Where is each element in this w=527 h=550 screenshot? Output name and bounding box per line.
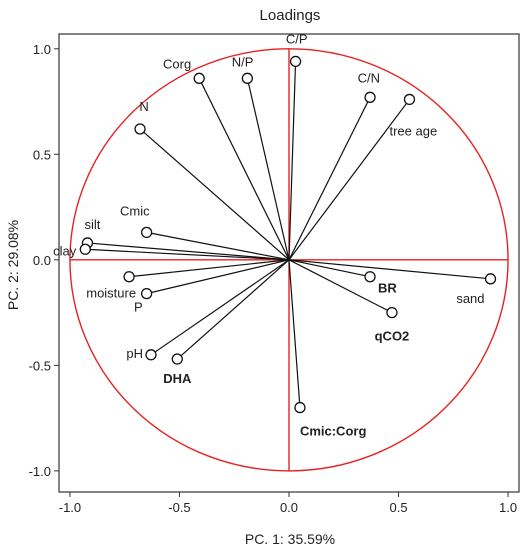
loading-point bbox=[364, 271, 376, 283]
loading-vector bbox=[139, 128, 290, 261]
loading-point bbox=[289, 55, 302, 68]
x-tick-label: -1.0 bbox=[59, 500, 81, 515]
loading-label: silt bbox=[85, 217, 101, 232]
y-tick-label: -1.0 bbox=[29, 464, 51, 479]
loading-label: Cmic:Corg bbox=[300, 424, 367, 439]
loading-point bbox=[403, 93, 416, 106]
loading-vector bbox=[288, 259, 371, 278]
loading-vector bbox=[146, 259, 290, 295]
loading-vector bbox=[87, 242, 290, 261]
loading-label: C/P bbox=[286, 31, 308, 46]
loading-vector bbox=[288, 99, 410, 261]
loading-point bbox=[123, 271, 135, 283]
loading-point bbox=[193, 72, 205, 84]
loading-point bbox=[79, 243, 91, 255]
loading-vector bbox=[146, 231, 290, 261]
loading-vector bbox=[246, 78, 290, 260]
loading-label: sand bbox=[456, 291, 484, 306]
loading-point bbox=[294, 401, 306, 414]
y-tick-label: 1.0 bbox=[33, 42, 51, 57]
loading-vector bbox=[288, 259, 491, 280]
y-tick-label: 0.5 bbox=[33, 147, 51, 162]
loading-vector bbox=[129, 259, 290, 278]
x-tick-label: -0.5 bbox=[168, 500, 190, 515]
loading-label: tree age bbox=[389, 123, 437, 138]
loading-label: moisture bbox=[86, 286, 136, 301]
loading-label: C/N bbox=[358, 70, 380, 85]
y-tick-label: 0.0 bbox=[33, 253, 51, 268]
loading-point bbox=[134, 123, 146, 135]
loading-point bbox=[364, 91, 376, 103]
loading-label: P bbox=[134, 300, 143, 315]
loading-point bbox=[484, 273, 497, 285]
x-tick-label: 0.5 bbox=[389, 500, 407, 515]
loading-point bbox=[140, 226, 153, 239]
loading-vector bbox=[288, 61, 297, 260]
x-tick-label: 1.0 bbox=[499, 500, 517, 515]
loading-vector bbox=[176, 259, 290, 360]
loading-point bbox=[140, 287, 153, 300]
loading-point bbox=[171, 353, 183, 365]
plot-area: -1.0 -0.5 0.0 0.5 1.0 -1.0 -0.5 0.0 0.5 1.0 C/P Cor… bbox=[29, 31, 520, 515]
loading-label: Corg bbox=[163, 56, 191, 71]
loading-label: N bbox=[139, 99, 148, 114]
loading-point bbox=[386, 306, 398, 319]
loading-label: DHA bbox=[163, 371, 192, 386]
loading-vector bbox=[288, 259, 393, 314]
loading-point bbox=[145, 349, 157, 361]
loading-label: N/P bbox=[232, 54, 254, 69]
loading-vector bbox=[85, 248, 290, 261]
chart-title: Loadings bbox=[260, 7, 321, 24]
loading-vector bbox=[150, 259, 290, 356]
loading-vector bbox=[288, 97, 371, 261]
loading-point bbox=[241, 72, 254, 84]
loading-label: BR bbox=[378, 281, 397, 296]
loading-label: Cmic bbox=[120, 203, 150, 218]
y-axis-label: PC. 2: 29.08% bbox=[5, 220, 21, 310]
loading-label: pH bbox=[126, 346, 143, 361]
x-tick-label: 0.0 bbox=[280, 500, 298, 515]
loading-vector bbox=[288, 259, 301, 408]
loading-label: qCO2 bbox=[375, 329, 410, 344]
x-axis-label: PC. 1: 35.59% bbox=[245, 531, 335, 547]
loading-label: clay bbox=[53, 243, 77, 258]
loading-vector bbox=[198, 78, 290, 261]
y-tick-label: -0.5 bbox=[29, 358, 51, 373]
